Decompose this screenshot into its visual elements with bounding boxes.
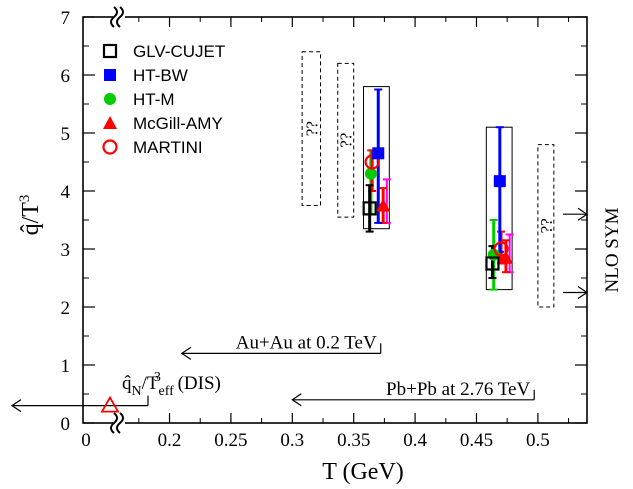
- legend-marker: [103, 116, 117, 129]
- axis-break-squiggle: [116, 412, 124, 434]
- legend-label: McGill-AMY: [133, 114, 223, 133]
- y-tick-label: 1: [61, 356, 71, 377]
- axis-ticks: [83, 16, 587, 424]
- annotations: Au+Au at 0.2 TeV Pb+Pb at 2.76 TeV q̂N/Tef…: [10, 207, 623, 413]
- legend-label: HT-M: [133, 90, 175, 109]
- axis-break-squiggle: [110, 6, 118, 28]
- model-uncertainty-box: [363, 86, 390, 230]
- dis-arrowhead: [10, 399, 22, 413]
- y-tick-labels: 0 1 2 3 4 5 6 7: [61, 8, 71, 435]
- legend-marker: [104, 69, 116, 81]
- x-tick-label: 0.3: [280, 430, 304, 451]
- x-tick-label: 0.35: [337, 430, 370, 451]
- x-tick-label: 0.45: [460, 430, 493, 451]
- unknown-estimate-box: [337, 62, 355, 218]
- x-tick-label: 0: [81, 430, 91, 451]
- legend-marker: [104, 93, 116, 105]
- unknown-estimate-box: [301, 51, 322, 206]
- x-axis-label: T (GeV): [322, 459, 404, 485]
- data-point: [362, 201, 377, 216]
- data-point: [498, 250, 513, 264]
- error-bars: [365, 88, 514, 291]
- x-tick-label: 0.25: [214, 430, 247, 451]
- nlo-arrowhead: [577, 286, 589, 299]
- legend-marker: [102, 43, 118, 59]
- unknown-label: ??: [302, 121, 321, 136]
- y-axis-label: q̂/T3: [17, 195, 44, 236]
- axis-break-squiggle: [116, 6, 124, 28]
- data-point: [372, 147, 385, 160]
- axis-break-squiggle: [110, 412, 118, 434]
- data-point: [364, 154, 380, 170]
- y-tick-label: 6: [61, 66, 71, 87]
- y-tick-label: 4: [61, 182, 71, 203]
- y-tick-label: 0: [61, 414, 71, 435]
- nlo-arrowhead: [577, 207, 589, 221]
- x-tick-labels: 0 0.2 0.25 0.3 0.35 0.4 0.45 0.5: [81, 430, 550, 451]
- pbpb-arrow-arrowhead: [291, 393, 302, 407]
- legend-label: HT-BW: [133, 66, 188, 85]
- data-markers: [362, 147, 513, 271]
- data-point: [493, 241, 509, 257]
- x-tick-label: 0.4: [403, 430, 427, 451]
- auau-arrow-arrowhead: [180, 346, 192, 360]
- dis-label: q̂N/Teff3 (DIS): [122, 370, 221, 399]
- data-point: [376, 198, 391, 212]
- pbpb-label: Pb+Pb at 2.76 TeV: [386, 379, 530, 400]
- legend: GLV-CUJET HT-BW HT-M McGill-AMY MARTINI: [102, 42, 225, 157]
- auau-label: Au+Au at 0.2 TeV: [236, 332, 377, 353]
- legend-label: MARTINI: [133, 138, 203, 157]
- x-tick-label: 0.2: [158, 430, 182, 451]
- data-point: [493, 175, 506, 188]
- unknown-label: ??: [537, 218, 556, 233]
- data-point: [485, 256, 500, 271]
- y-tick-label: 2: [61, 298, 71, 319]
- data-point: [364, 167, 377, 180]
- y-tick-label: 3: [61, 240, 71, 261]
- y-axis-label-text: q̂/T3: [17, 195, 44, 236]
- y-tick-label: 7: [61, 8, 71, 29]
- legend-marker: [102, 139, 118, 155]
- x-tick-label: 0.5: [526, 430, 550, 451]
- dis-data-point: [100, 395, 120, 413]
- uncertainty-boxes: ??????: [301, 51, 556, 308]
- unknown-label: ??: [337, 133, 356, 148]
- nlo-sym-label: NLO SYM: [602, 207, 623, 292]
- legend-label: GLV-CUJET: [133, 42, 225, 61]
- unknown-estimate-box: [537, 144, 555, 308]
- y-tick-label: 5: [61, 124, 71, 145]
